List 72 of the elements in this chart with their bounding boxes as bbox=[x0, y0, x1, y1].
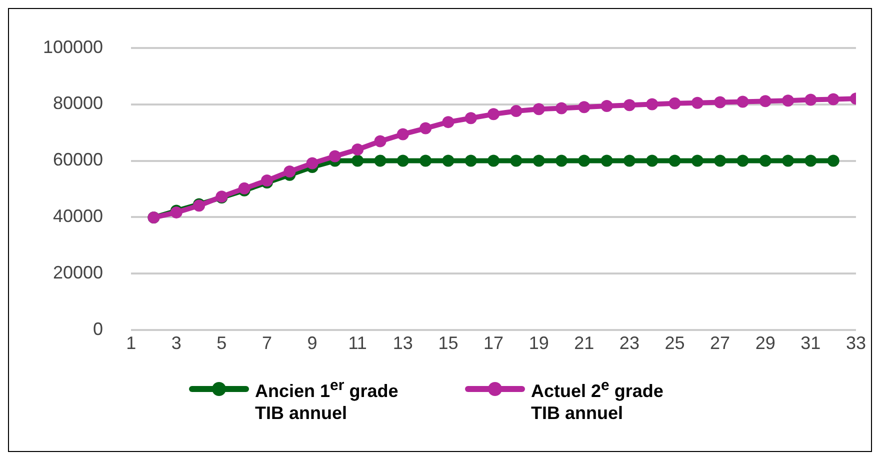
point bbox=[488, 108, 500, 120]
point bbox=[555, 102, 568, 114]
x-tick-label: 13 bbox=[392, 332, 413, 353]
point bbox=[782, 154, 794, 167]
point bbox=[578, 101, 590, 114]
y-tick-label: 20000 bbox=[53, 262, 104, 283]
point bbox=[759, 95, 772, 108]
point bbox=[600, 154, 613, 167]
point bbox=[623, 154, 636, 167]
y-tick-label: 80000 bbox=[53, 93, 104, 114]
point bbox=[736, 96, 749, 108]
point bbox=[510, 105, 522, 118]
x-tick-label: 1 bbox=[126, 332, 136, 353]
point bbox=[804, 94, 817, 106]
legend-label: Actuel 2$^{e}$ grade TIB annuel bbox=[531, 376, 664, 424]
x-tick-label: 17 bbox=[484, 332, 504, 353]
point bbox=[420, 154, 432, 167]
point bbox=[691, 96, 704, 109]
point bbox=[623, 99, 636, 112]
point bbox=[668, 97, 681, 110]
point bbox=[442, 116, 454, 128]
x-tick-label: 27 bbox=[710, 332, 730, 353]
x-tick-label: 19 bbox=[528, 332, 549, 353]
point bbox=[352, 154, 364, 167]
x-tick-label: 29 bbox=[755, 332, 776, 353]
x-tick-label: 15 bbox=[438, 332, 458, 353]
x-tick-label: 7 bbox=[262, 332, 272, 353]
point bbox=[374, 154, 386, 167]
point bbox=[804, 154, 817, 167]
point bbox=[646, 98, 658, 110]
point bbox=[555, 154, 568, 167]
legend-label: Ancien 1$^{er}$ grade TIB annuel bbox=[255, 376, 400, 424]
point bbox=[736, 154, 749, 167]
point bbox=[396, 128, 409, 140]
point bbox=[532, 154, 545, 167]
point bbox=[352, 143, 364, 156]
point bbox=[714, 96, 726, 108]
x-tick-label: 21 bbox=[574, 332, 594, 353]
point bbox=[646, 154, 658, 167]
point bbox=[328, 150, 341, 162]
x-tick-label: 25 bbox=[664, 332, 685, 353]
y-tick-label: 40000 bbox=[53, 206, 104, 226]
y-tick-label: 60000 bbox=[53, 150, 104, 170]
point bbox=[442, 154, 454, 167]
point bbox=[782, 94, 794, 107]
point bbox=[532, 103, 545, 116]
point bbox=[420, 122, 432, 134]
point bbox=[668, 154, 681, 167]
point bbox=[759, 154, 772, 167]
point bbox=[464, 112, 477, 124]
point bbox=[827, 154, 840, 167]
x-tick-label: 31 bbox=[800, 332, 821, 353]
point bbox=[396, 154, 409, 167]
point bbox=[284, 165, 296, 178]
x-tick-label: 9 bbox=[307, 332, 318, 353]
x-tick-label: 11 bbox=[348, 332, 367, 353]
x-tick-label: 3 bbox=[171, 332, 182, 353]
y-tick-label: 100000 bbox=[42, 36, 104, 57]
point bbox=[464, 154, 477, 167]
point bbox=[691, 154, 704, 167]
point bbox=[306, 157, 318, 170]
x-tick-label: 5 bbox=[216, 332, 227, 353]
y-tick-label: 0 bbox=[93, 319, 104, 340]
point bbox=[510, 154, 522, 167]
point bbox=[827, 93, 840, 106]
x-tick-label: 33 bbox=[846, 332, 866, 353]
point bbox=[578, 154, 590, 167]
point bbox=[600, 100, 613, 112]
point bbox=[488, 154, 500, 167]
point bbox=[714, 154, 726, 167]
x-tick-label: 23 bbox=[619, 332, 640, 353]
point bbox=[374, 135, 386, 148]
